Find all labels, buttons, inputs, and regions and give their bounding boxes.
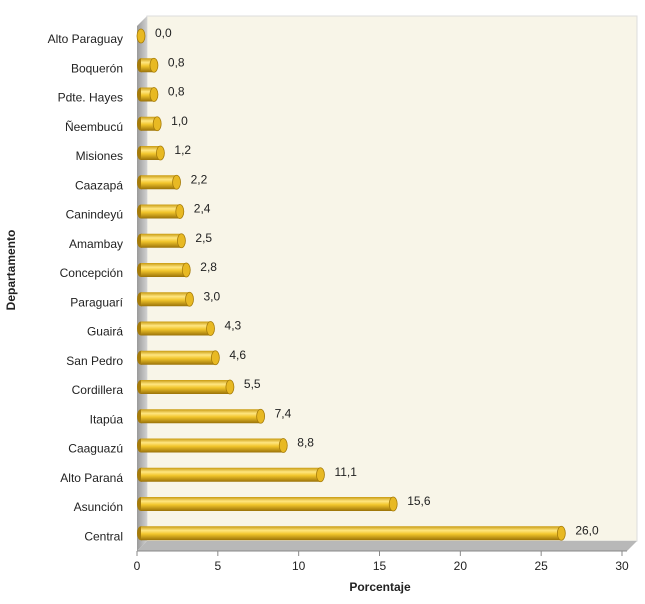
bar-cap xyxy=(152,116,162,132)
bar-body xyxy=(141,321,211,336)
value-label: 15,6 xyxy=(407,494,431,508)
bar-cap xyxy=(181,262,191,278)
y-tick-label: Itapúa xyxy=(90,412,124,426)
y-tick-label: Paraguarí xyxy=(70,295,123,309)
value-label: 4,6 xyxy=(229,348,246,362)
y-tick-label: Misiones xyxy=(76,149,123,163)
bar-cap xyxy=(316,467,325,483)
value-label: 0,0 xyxy=(155,26,172,40)
y-tick-label: Central xyxy=(84,529,123,543)
value-label: 0,8 xyxy=(168,55,185,69)
bar-body xyxy=(141,467,321,482)
bar-cap xyxy=(556,525,566,541)
y-tick-label: Caaguazú xyxy=(68,442,123,456)
bar-cap xyxy=(136,28,146,44)
y-tick-label: Alto Paraná xyxy=(60,471,123,485)
bar-cap xyxy=(177,233,186,249)
bar-cap xyxy=(172,174,181,190)
value-label: 2,8 xyxy=(200,260,217,274)
bar-body xyxy=(141,438,284,453)
y-tick-label: Canindeyú xyxy=(66,208,123,222)
bar xyxy=(137,321,215,336)
bar-cap xyxy=(149,57,159,73)
value-label: 8,8 xyxy=(297,436,314,450)
bar-body xyxy=(141,263,187,277)
bar-cap xyxy=(256,408,266,424)
y-tick-label: Asunción xyxy=(74,500,123,514)
bar xyxy=(137,467,325,483)
bar-body xyxy=(141,350,216,365)
bar xyxy=(136,28,146,44)
y-tick-label: Amambay xyxy=(69,237,123,251)
value-label: 1,2 xyxy=(174,143,191,157)
bar-cap xyxy=(278,438,288,453)
bar xyxy=(137,204,185,219)
bar-cap xyxy=(155,145,165,161)
value-label: 4,3 xyxy=(225,319,242,333)
y-tick-label: Guairá xyxy=(87,325,123,339)
bar-body xyxy=(141,409,261,424)
bar-cap xyxy=(175,204,185,219)
bar xyxy=(137,291,194,307)
value-label: 3,0 xyxy=(204,289,221,303)
bar xyxy=(137,233,186,249)
x-tick-label: 15 xyxy=(373,559,387,573)
plot-back-wall xyxy=(146,15,638,542)
x-tick-label: 10 xyxy=(292,559,306,573)
y-tick-label: Caazapá xyxy=(75,178,123,192)
bar xyxy=(137,87,159,102)
x-tick-label: 20 xyxy=(454,559,468,573)
y-tick-label: San Pedro xyxy=(66,354,123,368)
bar-cap xyxy=(185,291,194,307)
value-label: 2,4 xyxy=(194,202,211,216)
bar-cap xyxy=(210,350,220,366)
bar-body xyxy=(141,204,180,219)
y-tick-label: Ñeembucú xyxy=(65,120,123,134)
bar xyxy=(137,145,165,161)
bar-cap xyxy=(225,379,235,395)
bar-cap xyxy=(388,496,398,512)
plot-floor xyxy=(137,541,637,551)
y-tick-label: Boquerón xyxy=(71,61,123,75)
bar-body xyxy=(141,175,177,190)
x-tick-label: 0 xyxy=(134,559,141,573)
bar-body xyxy=(141,292,190,307)
value-label: 26,0 xyxy=(575,523,599,537)
bar xyxy=(137,57,159,73)
y-tick-label: Pdte. Hayes xyxy=(58,91,123,105)
bar xyxy=(137,408,266,424)
bar-body xyxy=(141,233,182,248)
y-tick-label: Concepción xyxy=(60,266,123,280)
y-axis-title: Departamento xyxy=(4,230,18,311)
bar-cap xyxy=(149,87,159,102)
bar xyxy=(137,525,566,541)
value-label: 5,5 xyxy=(244,377,261,391)
bar-body xyxy=(141,146,161,160)
bar-body xyxy=(141,380,230,394)
bar xyxy=(137,262,191,278)
bar-cap xyxy=(206,321,215,336)
value-label: 0,8 xyxy=(168,85,185,99)
value-label: 7,4 xyxy=(275,406,292,420)
value-label: 2,5 xyxy=(195,231,212,245)
bar xyxy=(137,174,181,190)
x-axis-title: Porcentaje xyxy=(349,580,411,594)
y-tick-label: Alto Paraguay xyxy=(48,32,123,46)
bar xyxy=(137,438,288,453)
bar xyxy=(137,379,235,395)
value-label: 11,1 xyxy=(334,465,357,479)
value-label: 2,2 xyxy=(191,172,208,186)
bar xyxy=(137,496,398,512)
y-tick-label: Cordillera xyxy=(72,383,124,397)
x-tick-label: 30 xyxy=(615,559,629,573)
bar-body xyxy=(141,116,158,131)
bar-body xyxy=(141,526,562,541)
bar xyxy=(137,350,220,366)
value-label: 1,0 xyxy=(171,114,188,128)
bar-body xyxy=(141,497,394,511)
bar xyxy=(137,116,162,132)
x-tick-label: 5 xyxy=(214,559,221,573)
x-tick-label: 25 xyxy=(534,559,548,573)
